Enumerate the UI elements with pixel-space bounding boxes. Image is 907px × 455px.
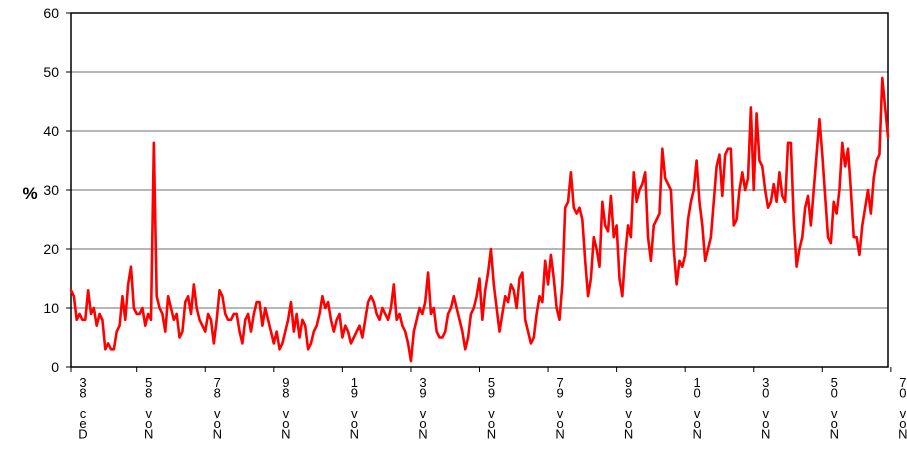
- y-tick-label: 0: [51, 359, 59, 375]
- series-layer: [69, 76, 890, 363]
- y-tick-label: 20: [43, 241, 59, 257]
- y-tick-label: 40: [43, 123, 59, 139]
- series-line: [69, 76, 890, 363]
- y-axis: 0 10 20 30 40 50 60: [43, 5, 71, 375]
- y-axis-label: %: [22, 184, 37, 203]
- y-tick-label: 50: [43, 64, 59, 80]
- y-tick-label: 30: [43, 182, 59, 198]
- y-tick-label: 10: [43, 300, 59, 316]
- y-tick-label: 60: [43, 5, 59, 21]
